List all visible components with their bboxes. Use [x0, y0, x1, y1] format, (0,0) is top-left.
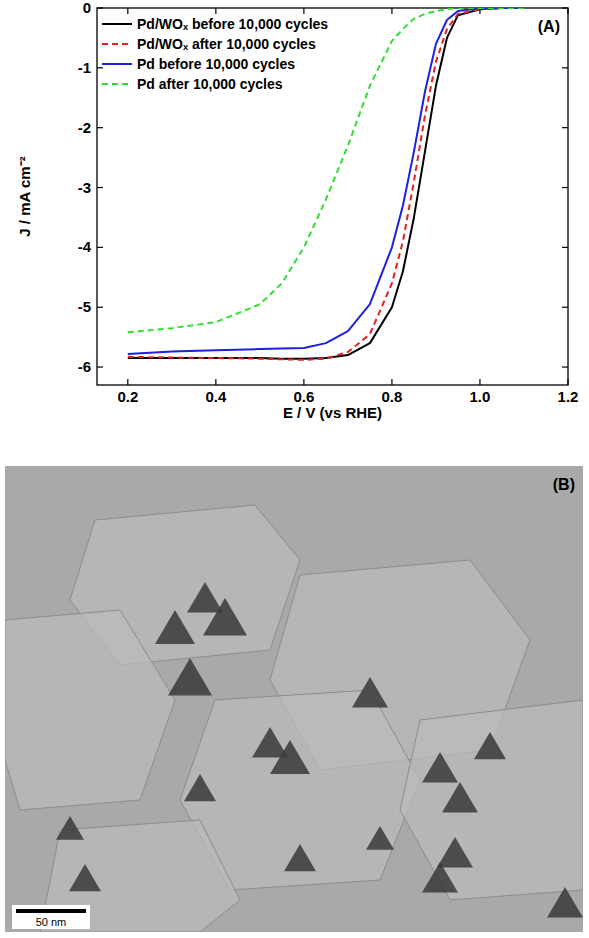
series-line [128, 8, 524, 332]
y-tick [97, 307, 103, 308]
plot-frame [97, 8, 568, 385]
y-tick [562, 307, 568, 308]
x-axis-title: E / V (vs RHE) [283, 404, 382, 421]
x-tick-label: 0.6 [293, 388, 314, 405]
micrograph-background [5, 466, 583, 932]
legend-label: Pd/WOₓ before 10,000 cycles [137, 16, 328, 32]
legend-swatch [102, 43, 132, 45]
nanoparticle [352, 677, 388, 708]
y-tick-label: -4 [78, 238, 92, 255]
y-tick [97, 127, 103, 128]
y-tick-label: -5 [78, 298, 91, 315]
x-tick [127, 379, 128, 385]
x-tick-label: 0.2 [117, 388, 138, 405]
x-tick [303, 8, 304, 14]
series-line [128, 8, 524, 360]
scale-bar-label: 50 nm [36, 916, 67, 928]
panel-label: (A) [538, 18, 560, 35]
y-tick [562, 127, 568, 128]
y-axis-title: J / mA cm⁻² [16, 156, 33, 236]
scale-bar [16, 909, 86, 913]
x-tick [567, 8, 568, 14]
y-tick [562, 247, 568, 248]
y-tick [97, 7, 103, 8]
y-tick-label: -6 [78, 358, 91, 375]
x-tick [127, 8, 128, 14]
nanoparticle [252, 727, 288, 758]
legend-label: Pd/WOₓ after 10,000 cycles [137, 36, 316, 52]
x-tick [567, 379, 568, 385]
nanoparticle [437, 837, 473, 868]
nanosheet [5, 610, 175, 810]
series-line [128, 8, 524, 354]
micrograph [5, 466, 583, 932]
y-tick [562, 187, 568, 188]
nanoparticle [155, 610, 195, 644]
scale-bar-box [12, 905, 90, 929]
x-tick-label: 0.4 [205, 388, 227, 405]
x-tick [391, 8, 392, 14]
nanoparticle [422, 862, 458, 893]
legend-swatch [102, 23, 132, 25]
y-tick [562, 366, 568, 367]
series-line [128, 8, 524, 359]
nanoparticle [474, 732, 506, 759]
legend-swatch [102, 83, 132, 85]
y-tick [562, 7, 568, 8]
y-tick-label: 0 [83, 0, 91, 16]
x-tick [303, 379, 304, 385]
legend-label: Pd before 10,000 cycles [137, 56, 295, 72]
x-tick [479, 379, 480, 385]
figure: 0.2 0.4 0.6 0.8 1.0 1.2 0 -1 -2 -3 -4 -5 -6 E / V (vs… [0, 0, 589, 938]
x-tick [215, 379, 216, 385]
nanoparticle [69, 864, 101, 891]
nanosheet [400, 700, 583, 900]
y-tick [97, 247, 103, 248]
x-tick-label: 1.0 [470, 388, 491, 405]
nanoparticle [547, 887, 583, 918]
nanoparticle [442, 782, 478, 813]
y-tick-label: -2 [78, 119, 91, 136]
y-tick [97, 67, 103, 68]
nanoparticle [168, 658, 212, 695]
nanoparticle [422, 752, 458, 783]
legend-label: Pd after 10,000 cycles [137, 76, 283, 92]
x-tick [215, 8, 216, 14]
nanoparticle [284, 844, 316, 871]
nanoparticle [203, 598, 247, 635]
curves [128, 8, 524, 360]
nanoparticle [56, 816, 84, 840]
panel-label: (B) [553, 476, 575, 493]
y-tick-label: -1 [78, 59, 91, 76]
legend-swatch [102, 63, 132, 65]
y-tick [97, 366, 103, 367]
x-tick-label: 1.2 [558, 388, 579, 405]
x-tick-label: 0.8 [381, 388, 402, 405]
nanoparticle [366, 826, 394, 850]
nanoparticle [187, 582, 223, 613]
y-tick [562, 67, 568, 68]
y-tick-label: -3 [78, 179, 91, 196]
nanoparticle [184, 774, 216, 801]
y-tick [97, 187, 103, 188]
x-tick [391, 379, 392, 385]
